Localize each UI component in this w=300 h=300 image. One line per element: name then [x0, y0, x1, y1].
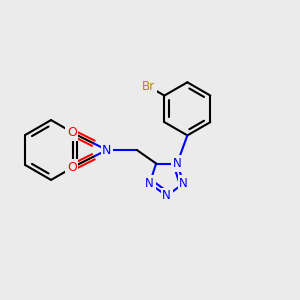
- Text: N: N: [145, 177, 154, 190]
- Text: N: N: [102, 143, 112, 157]
- Text: N: N: [162, 189, 171, 202]
- Text: N: N: [173, 157, 182, 170]
- Text: O: O: [67, 126, 77, 139]
- Text: Br: Br: [142, 80, 155, 93]
- Text: N: N: [179, 177, 188, 190]
- Text: O: O: [67, 161, 77, 174]
